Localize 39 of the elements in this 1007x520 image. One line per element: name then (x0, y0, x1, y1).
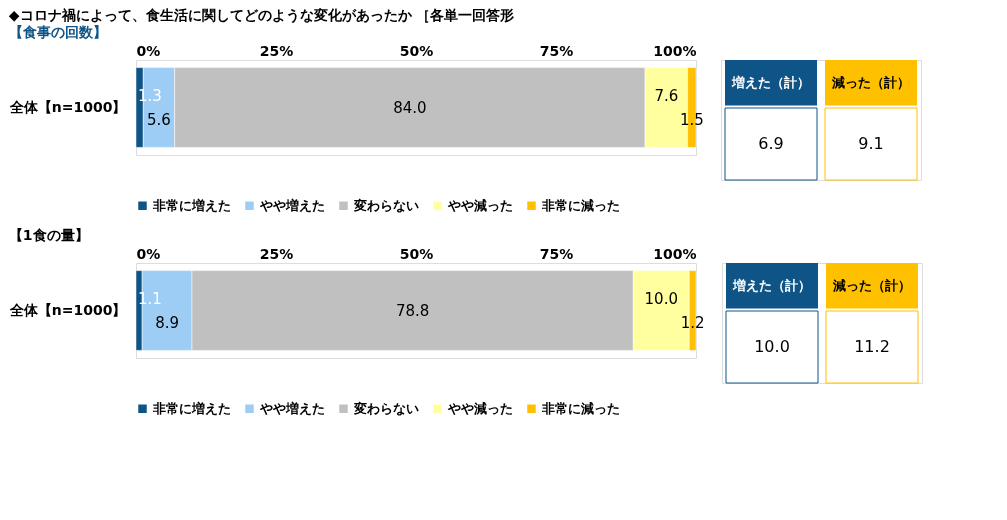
x-tick-label: 50% (399, 245, 434, 262)
text: 11.2 (854, 337, 890, 356)
y-tick-label: 全体【n=1000】 (8, 99, 127, 115)
chart-subtitle: 【食事の回数】 (8, 23, 107, 40)
legend-label: やや減った (447, 400, 513, 416)
data-label: 84.0 (393, 98, 427, 117)
x-tick-label: 25% (259, 42, 294, 59)
x-tick-label: 0% (136, 42, 161, 59)
data-label: 7.6 (654, 86, 679, 105)
legend-label: 非常に増えた (152, 197, 231, 213)
legend-label: やや増えた (259, 197, 325, 213)
legend-label: 非常に減った (541, 197, 620, 213)
data-label: 5.6 (147, 110, 171, 129)
text: 増えた（計） (732, 277, 811, 293)
x-tick-label: 75% (539, 245, 574, 262)
text: 10.0 (754, 337, 790, 356)
text: 増えた（計） (731, 74, 810, 90)
legend-label: 非常に減った (541, 400, 620, 416)
x-tick-label: 50% (399, 42, 434, 59)
x-tick-label: 25% (259, 245, 294, 262)
text: 6.9 (758, 134, 784, 153)
legend-label: 変わらない (353, 197, 419, 213)
x-tick-label: 75% (539, 42, 574, 59)
text: 減った（計） (832, 277, 911, 293)
text: 減った（計） (831, 74, 910, 90)
chart-title: 【1食の量】 (8, 226, 89, 243)
data-label: 78.8 (395, 301, 430, 320)
x-tick-label: 100% (653, 245, 697, 262)
legend-label: 変わらない (353, 400, 419, 416)
data-label: 10.0 (644, 289, 678, 308)
legend-label: 非常に増えた (152, 400, 231, 416)
chart-title: ◆コロナ禍によって、食生活に関してどのような変化があったか ［各単一回答形 (8, 6, 515, 24)
legend-label: やや減った (447, 197, 513, 213)
legend-label: やや増えた (259, 400, 325, 416)
text: 9.1 (858, 134, 884, 153)
data-label: 8.9 (155, 313, 180, 332)
x-tick-label: 100% (653, 42, 697, 59)
x-tick-label: 0% (136, 245, 161, 262)
y-tick-label: 全体【n=1000】 (8, 302, 127, 318)
